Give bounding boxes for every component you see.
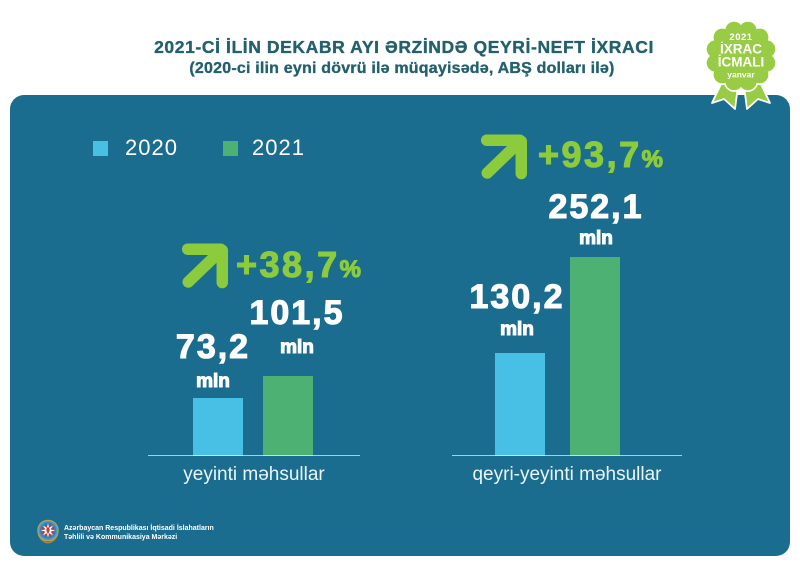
svg-text:2021: 2021 <box>729 32 752 43</box>
svg-text:İCMALI: İCMALI <box>718 55 765 70</box>
svg-text:İXRAC: İXRAC <box>720 42 762 57</box>
svg-text:yanvar: yanvar <box>727 70 755 80</box>
